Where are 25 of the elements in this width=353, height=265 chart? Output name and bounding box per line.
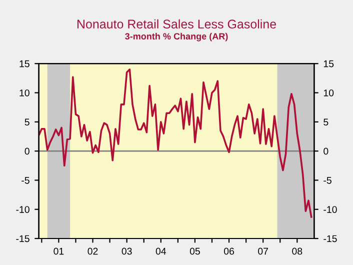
y-tick-label: 10 — [20, 89, 30, 96]
y-tick-label: -15 — [16, 235, 30, 242]
y2-tick-label: 15 — [324, 60, 334, 68]
y2-tick-label: 10 — [324, 89, 334, 96]
chart-subtitle: 3-month % Change (AR) — [125, 32, 228, 42]
y-tick-label: -5 — [22, 177, 30, 184]
chart-title: Nonauto Retail Sales Less Gasoline — [77, 19, 276, 29]
y-tick-label: 0 — [24, 148, 30, 155]
y2-tick-label: 5 — [324, 118, 328, 126]
x-tick-label: 06 — [224, 248, 234, 255]
y2-tick-label: 0 — [324, 148, 328, 155]
x-tick-label: 08 — [292, 248, 302, 255]
y2-tick-label: -5 — [324, 177, 332, 184]
x-tick-label: 03 — [122, 248, 132, 255]
x-tick-label: 02 — [88, 248, 98, 255]
x-tick-label: 04 — [156, 248, 166, 255]
y-tick-label: -10 — [16, 206, 30, 213]
line-series — [38, 68, 312, 218]
x-tick-label: 07 — [258, 248, 268, 255]
y2-tick-label: -15 — [324, 235, 337, 242]
x-tick-label: 01 — [54, 248, 64, 255]
y-tick-label: 15 — [20, 60, 30, 68]
x-tick-label: 05 — [190, 248, 200, 255]
y2-tick-label: -10 — [324, 206, 337, 213]
y-tick-label: 5 — [24, 118, 30, 126]
